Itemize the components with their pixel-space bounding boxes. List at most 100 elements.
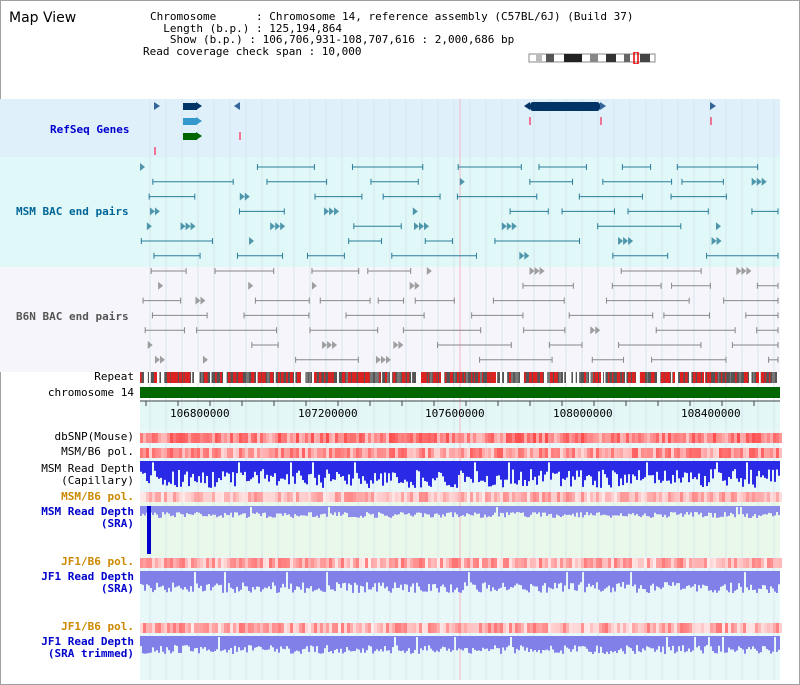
msm-b6-pol-sra-cell: [497, 492, 500, 502]
dbsnp-heat-cell: [668, 433, 671, 443]
msm-b6-pol-sra-cell: [689, 492, 692, 502]
jf1-sra-depth-bar: [180, 571, 182, 589]
msm-b6-pol-cell: [293, 448, 296, 458]
jf1-sra-depth-bar: [248, 571, 250, 591]
msm-b6-pol-sra-cell: [290, 492, 293, 502]
msm-b6-pol-sra-cell: [779, 492, 782, 502]
repeat-block: [352, 372, 354, 383]
msm-b6-pol-cell: [488, 448, 491, 458]
jf1-b6-pol-cell: [371, 558, 374, 568]
jf1-trim-depth-bar: [450, 636, 452, 652]
jf1-trim-depth-bar: [354, 636, 356, 652]
msm-capillary-depth-bar: [428, 461, 430, 486]
msm-b6-pol-cell: [215, 448, 218, 458]
jf1-b6-pol-cell: [302, 558, 305, 568]
repeat-block: [457, 372, 460, 383]
jf1-b6-pol-cell: [548, 558, 551, 568]
jf1-b6-pol-trim-cell: [236, 623, 239, 633]
repeat-block: [673, 372, 677, 383]
msm-sra-depth-bar: [476, 506, 478, 514]
msm-capillary-depth-bar: [580, 461, 582, 471]
msm-capillary-depth-bar: [662, 461, 664, 481]
msm-b6-pol-cell: [218, 448, 221, 458]
msm-b6-pol-sra-cell: [632, 492, 635, 502]
jf1-b6-pol-cell: [698, 558, 701, 568]
msm-b6-pol-cell: [758, 448, 761, 458]
jf1-b6-pol-trim-cell: [314, 623, 317, 633]
msm-b6-pol-sra-cell: [527, 492, 530, 502]
msm-b6-pol-sra-cell: [428, 492, 431, 502]
msm-capillary-depth-bar: [194, 461, 196, 482]
msm-b6-pol-cell: [263, 448, 266, 458]
msm-b6-pol-sra-cell: [650, 492, 653, 502]
b6n-bac-label[interactable]: B6N BAC end pairs: [16, 310, 129, 323]
jf1-b6-pol-trim-cell: [656, 623, 659, 633]
jf1-b6-pol-trim-cell: [668, 623, 671, 633]
jf1-b6-pol-trim-cell: [455, 623, 458, 633]
jf1-b6-pol-trim-cell: [371, 623, 374, 633]
jf1-b6-pol-cell: [521, 558, 524, 568]
jf1-sra-depth-bar: [194, 571, 196, 573]
dbsnp-heat-cell: [485, 433, 488, 443]
msm-capillary-depth-bar: [314, 461, 316, 478]
msm-b6-pol-sra-cell: [317, 492, 320, 502]
jf1-sra-depth-bar: [370, 571, 372, 590]
jf1-sra-depth-bar: [612, 571, 614, 588]
msm-b6-pol-sra-cell: [281, 492, 284, 502]
jf1-sra-depth-bar: [480, 571, 482, 593]
dbsnp-heat-cell: [719, 433, 722, 443]
jf1-sra-depth-bar: [694, 571, 696, 585]
msm-read-cap-line1: MSM Read Depth: [41, 462, 134, 475]
chromosome-ideogram[interactable]: [528, 52, 658, 64]
dbsnp-heat-cell: [389, 433, 392, 443]
msm-b6-pol-cell: [194, 448, 197, 458]
msm-sra-depth-bar: [142, 506, 144, 514]
repeat-block: [358, 372, 362, 383]
repeat-block: [608, 372, 610, 383]
msm-capillary-depth-bar: [748, 461, 750, 484]
msm-sra-depth-bar: [506, 506, 508, 513]
msm-sra-depth-bar: [614, 506, 616, 516]
msm-sra-depth-bar: [706, 506, 708, 517]
msm-capillary-depth-bar: [242, 461, 244, 476]
jf1-sra-depth-bar: [638, 571, 640, 589]
msm-capillary-depth-bar: [732, 461, 734, 472]
jf1-sra-depth-bar: [402, 571, 404, 591]
jf1-b6-pol-cell: [269, 558, 272, 568]
msm-bac-label[interactable]: MSM BAC end pairs: [16, 205, 129, 218]
msm-capillary-depth-bar: [322, 461, 324, 488]
jf1-b6-pol-cell: [386, 558, 389, 568]
msm-b6-pol-cell: [413, 448, 416, 458]
msm-capillary-depth-bar: [182, 461, 184, 482]
msm-sra-depth-bar: [460, 506, 462, 517]
jf1-b6-pol-cell: [389, 558, 392, 568]
msm-capillary-depth-bar: [534, 461, 536, 477]
jf1-b6-pol-cell: [158, 558, 161, 568]
jf1-sra-depth-bar: [234, 571, 236, 593]
jf1-b6-pol-trim-cell: [470, 623, 473, 633]
msm-b6-pol-cell: [344, 448, 347, 458]
jf1-trim-depth-bar: [428, 636, 430, 646]
repeat-block: [744, 372, 748, 383]
msm-capillary-depth-bar: [604, 461, 606, 475]
jf1-sra-depth-bar: [744, 571, 746, 573]
jf1-b6-pol-cell: [233, 558, 236, 568]
jf1-b6-pol-cell: [467, 558, 470, 568]
jf1-b6-pol-cell: [683, 558, 686, 568]
msm-sra-depth-bar: [372, 506, 374, 514]
msm-bac-pair-marker: [185, 222, 191, 231]
jf1-sra-depth-bar: [362, 571, 364, 587]
msm-b6-pol-sra-cell: [503, 492, 506, 502]
jf1-b6-pol-cell: [470, 558, 473, 568]
msm-sra-depth-bar: [260, 506, 262, 517]
jf1-b6-pol-cell: [308, 558, 311, 568]
repeat-block: [206, 372, 208, 383]
refseq-label[interactable]: RefSeq Genes: [50, 123, 130, 136]
msm-capillary-depth-bar: [398, 461, 400, 484]
jf1-b6-pol-cell: [239, 558, 242, 568]
repeat-block: [509, 372, 513, 383]
dbsnp-heat-cell: [338, 433, 341, 443]
jf1-sra-depth-bar: [164, 571, 166, 590]
repeat-block: [599, 372, 603, 383]
